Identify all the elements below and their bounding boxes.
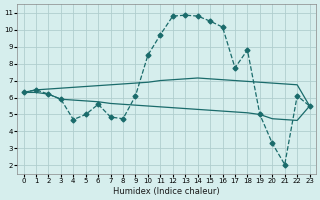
X-axis label: Humidex (Indice chaleur): Humidex (Indice chaleur): [113, 187, 220, 196]
